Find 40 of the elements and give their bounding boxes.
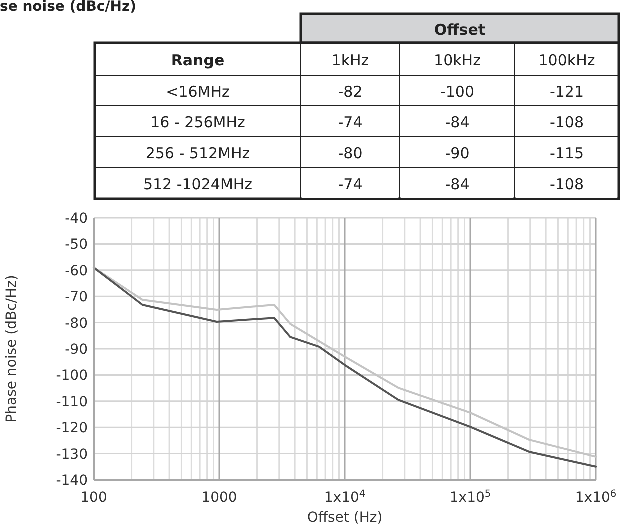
text: se noise (dBc/Hz): [0, 0, 137, 15]
data-label: -115: [550, 144, 584, 162]
y-axis-title: Range: [171, 52, 225, 70]
data-label: -84: [445, 176, 470, 194]
y-tick-label: -70: [65, 290, 88, 306]
data-label: -108: [550, 114, 584, 132]
x-tick-label: 1x10$^{4}$: [324, 488, 366, 506]
data-label: -82: [338, 83, 363, 101]
y-tick-label: -80: [65, 316, 88, 332]
y-tick-label: -110: [56, 394, 88, 410]
data-label: -74: [338, 176, 363, 194]
data-label: -80: [338, 144, 363, 162]
data-label: -74: [338, 114, 363, 132]
y-tick-label: -100: [56, 368, 88, 384]
x-tick-label: 1kHz: [332, 52, 370, 70]
x-tick-label: 10kHz: [434, 52, 482, 70]
y-tick-label: 256 - 512MHz: [146, 144, 250, 162]
data-label: -84: [445, 114, 470, 132]
y-tick-label: -50: [65, 237, 88, 254]
x-tick-label: 1x10$^{6}$: [575, 488, 617, 506]
y-axis-title: Phase noise (dBc/Hz): [4, 275, 20, 423]
data-label: -100: [440, 83, 475, 101]
data-label: -121: [550, 83, 584, 101]
x-axis-title: Offset (Hz): [307, 510, 383, 526]
data-label: -108: [550, 176, 584, 194]
y-tick-label: -140: [56, 473, 88, 489]
x-tick-label: 1000: [202, 490, 238, 506]
x-axis-title: Offset: [434, 21, 486, 39]
y-tick-label: 16 - 256MHz: [150, 114, 246, 132]
y-tick-label: -130: [56, 446, 88, 463]
x-tick-label: 100kHz: [538, 52, 596, 70]
y-tick-label: -90: [65, 342, 88, 358]
y-tick-label: <16MHz: [166, 83, 230, 101]
x-tick-label: 100: [80, 490, 108, 506]
data-label: -90: [445, 144, 470, 162]
y-tick-label: -60: [65, 263, 88, 280]
y-tick-label: 512 -1024MHz: [143, 176, 253, 194]
y-tick-label: -40: [65, 211, 88, 227]
y-tick-label: -120: [56, 420, 88, 437]
x-tick-label: 1x10$^{5}$: [450, 488, 492, 506]
